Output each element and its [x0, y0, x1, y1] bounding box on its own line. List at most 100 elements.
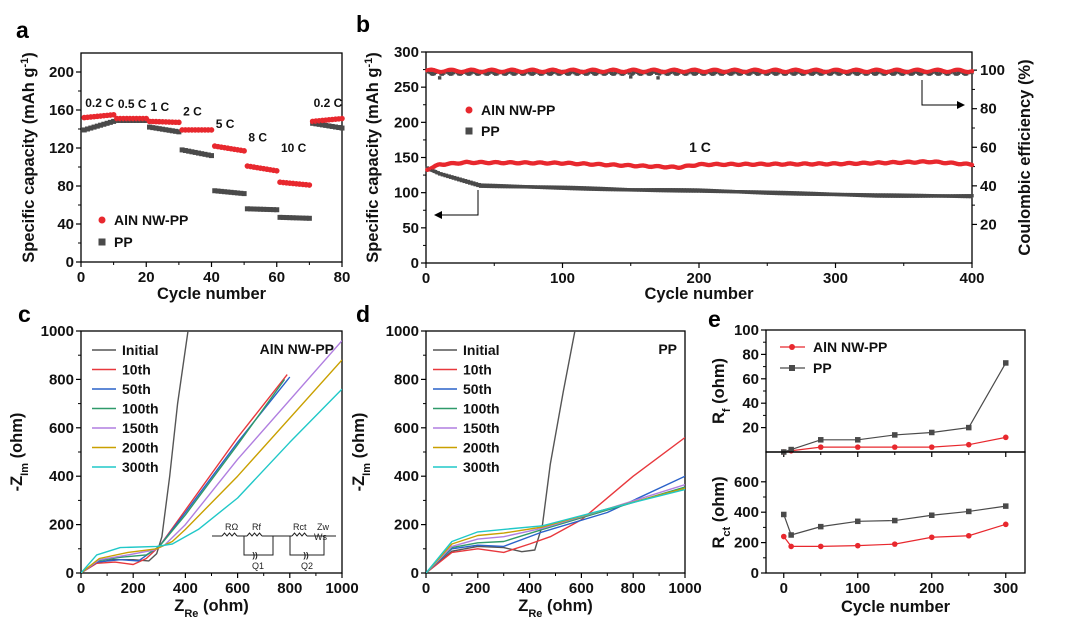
aln-capacity-point: [208, 127, 215, 133]
panel-b-y2label: Coulombic efficiency (%): [1016, 59, 1034, 255]
panel-b-x-tick-label: 300: [823, 270, 848, 287]
legend-label-150th: 150th: [122, 420, 159, 436]
panel-e-bottom-pp-point: [818, 523, 824, 530]
panel-d-ylabel: -ZIm (ohm): [350, 413, 373, 492]
pp-capacity-point: [326, 123, 332, 129]
pp-capacity-point: [316, 121, 322, 127]
panel-e-top-pp-point: [929, 429, 935, 436]
pp-capacity-point: [332, 124, 338, 130]
pp-capacity-point: [264, 206, 270, 212]
pp-capacity-point: [225, 189, 231, 195]
panel-e-top-y-tick-label: 60: [742, 371, 759, 388]
nyquist-curve-300th: [426, 488, 685, 573]
nyquist-curve-100th: [426, 486, 685, 573]
legend-aln-marker: [789, 344, 795, 350]
panel-a-y-tick-label: 40: [57, 216, 74, 233]
nyquist-curve-300th: [81, 388, 342, 573]
pp-capacity-point: [150, 125, 156, 131]
panel-e-bottom-aln-point: [854, 542, 861, 549]
panel-d-y-tick-label: 1000: [386, 323, 419, 340]
pp-capacity-point: [98, 122, 104, 128]
panel-d-y-tick-label: 800: [394, 371, 419, 388]
panel-b-x-tick-label: 100: [550, 270, 575, 287]
pp-capacity-point: [244, 206, 250, 212]
panel-c-x-tick-label: 1000: [325, 580, 358, 597]
pp-capacity-point: [81, 127, 87, 133]
pp-capacity-point: [290, 215, 296, 221]
panel-b-x-tick-label: 0: [422, 270, 430, 287]
panel-e-bottom-x-tick-label: 100: [845, 580, 870, 597]
panel-e-bottom-x-tick-label: 200: [919, 580, 944, 597]
panel-c-xlabel-main: Z: [174, 597, 184, 615]
panel-c-y-tick-label: 400: [49, 468, 74, 485]
panel-letter-e: e: [708, 306, 721, 332]
legend-aln-marker: [465, 106, 473, 114]
pp-ce-point: [437, 76, 442, 80]
right-arrowhead-icon: [957, 101, 965, 109]
legend-aln-label: AlN NW-PP: [481, 102, 555, 118]
panel-b-right-y-tick-label: 60: [980, 139, 997, 156]
panel-e-top-ylabel-rest: (ohm): [710, 358, 728, 408]
panel-letter-d: d: [356, 301, 370, 327]
panel-b-right-y-tick-label: 100: [980, 62, 1005, 79]
pp-capacity-point: [160, 126, 166, 132]
pp-ce-point: [629, 75, 633, 79]
panel-d-ylabel-sub: Im: [361, 463, 373, 476]
pp-capacity-point: [205, 152, 211, 158]
pp-capacity-point: [323, 122, 329, 128]
panel-b-y-tick-label: 100: [394, 185, 419, 202]
panel-b-xlabel: Cycle number: [644, 285, 754, 303]
panel-e-top-pp-point: [855, 437, 861, 443]
panel-e-top-y-tick-label: 20: [742, 420, 759, 437]
pp-capacity-point: [88, 125, 94, 131]
panel-e-bottom-aln-point: [928, 534, 935, 541]
circuit-label: RΩ: [225, 522, 238, 532]
panel-a-y-tick-label: 160: [49, 102, 74, 119]
panel-c-xlabel: ZRe (ohm): [174, 597, 249, 620]
panel-d-x-tick-label: 600: [569, 580, 594, 597]
resistor-rct-icon: [291, 532, 308, 537]
nyquist-curve-200th: [81, 359, 342, 573]
circuit-label: Q2: [301, 561, 313, 571]
panel-e-top-aln-point: [1002, 434, 1009, 441]
panel-b-right-y-tick-label: 80: [980, 101, 997, 118]
panel-e-top-pp-point: [966, 424, 972, 431]
panel-e-bottom-aln-point: [965, 532, 972, 539]
panel-e-bottom-pp-point: [929, 512, 935, 518]
panel-d-ylabel-rest: (ohm): [350, 413, 368, 463]
pp-capacity-point: [169, 128, 175, 134]
panel-e-xlabel: Cycle number: [841, 598, 951, 616]
nyquist-curve-200th: [426, 487, 685, 573]
legend-pp-marker: [465, 127, 473, 135]
panel-e-top-y-tick-label: 80: [742, 346, 759, 363]
panel-e-bottom-y-tick-label: 0: [751, 565, 759, 582]
pp-capacity-point: [267, 207, 273, 213]
panel-c-x-tick-label: 600: [225, 580, 250, 597]
panel-e-bottom-y-tick-label: 600: [734, 474, 759, 491]
pp-capacity-point: [189, 149, 195, 155]
legend-label-150th: 150th: [463, 420, 500, 436]
pp-capacity-point: [238, 190, 244, 196]
legend-pp-marker: [98, 238, 106, 246]
rate-label: 0.2 C: [314, 96, 343, 110]
pp-capacity-point: [147, 124, 153, 130]
panel-a-y-tick-label: 120: [49, 140, 74, 157]
panel-d-y-tick-label: 600: [394, 420, 419, 437]
panel-e-bottom-ylabel: Rct (ohm): [710, 476, 733, 548]
cpe-q2-icon: )): [303, 551, 309, 560]
panel-c-ylabel-rest: (ohm): [8, 413, 26, 463]
panel-a-x-tick-label: 60: [268, 269, 285, 286]
pp-ce-point: [654, 71, 659, 75]
pp-ce-point: [656, 76, 660, 80]
pp-capacity-point: [156, 126, 162, 132]
panel-e-top-aln-point: [965, 441, 972, 448]
pp-capacity-point: [101, 121, 107, 127]
panel-b-y-tick-label: 50: [402, 220, 419, 237]
rate-label: 5 C: [216, 117, 235, 131]
pp-capacity-point: [222, 189, 228, 195]
legend-label-50th: 50th: [463, 381, 492, 397]
panel-a-x-tick-label: 20: [138, 269, 155, 286]
circuit-label: Rct: [293, 522, 307, 532]
panel-e-bottom-x-tick-label: 0: [780, 580, 788, 597]
panel-c-y-tick-label: 200: [49, 517, 74, 534]
